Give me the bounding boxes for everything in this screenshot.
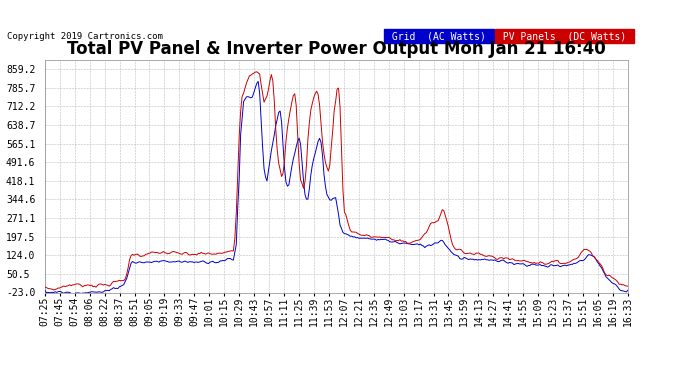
Text: PV Panels  (DC Watts): PV Panels (DC Watts): [497, 32, 632, 41]
Title: Total PV Panel & Inverter Power Output Mon Jan 21 16:40: Total PV Panel & Inverter Power Output M…: [67, 40, 606, 58]
Text: Copyright 2019 Cartronics.com: Copyright 2019 Cartronics.com: [7, 32, 163, 41]
Text: Grid  (AC Watts): Grid (AC Watts): [386, 32, 492, 41]
